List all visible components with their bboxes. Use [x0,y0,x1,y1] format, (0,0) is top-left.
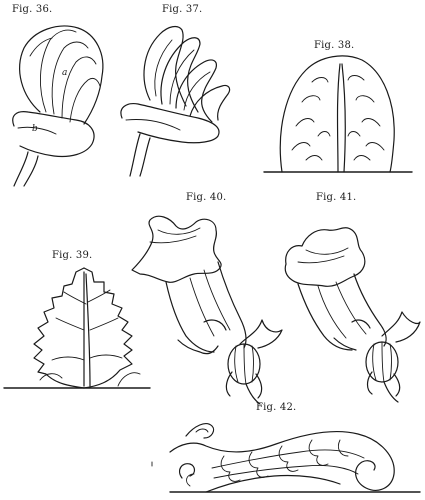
fig37-caption: Fig. 37. [162,4,203,15]
fig37-bud-drawing [120,25,231,177]
fig40-flower-drawing [131,215,283,405]
fig42-scroll-drawing [169,423,421,493]
fig42-caption: Fig. 42. [256,402,297,413]
fig40-caption: Fig. 40. [186,192,227,203]
fig36-label-a: a [62,68,68,78]
fig38-arch-drawing [263,55,413,173]
fig41-caption: Fig. 41. [316,192,357,203]
fig38-caption: Fig. 38. [314,40,355,51]
fig41-flower-drawing [284,227,421,403]
fig39-leaf-drawing [3,267,151,389]
fig36-caption: Fig. 36. [12,4,53,15]
fig36-label-b: b [32,124,38,134]
fig36-bud-drawing [12,25,104,187]
fig39-caption: Fig. 39. [52,250,93,261]
